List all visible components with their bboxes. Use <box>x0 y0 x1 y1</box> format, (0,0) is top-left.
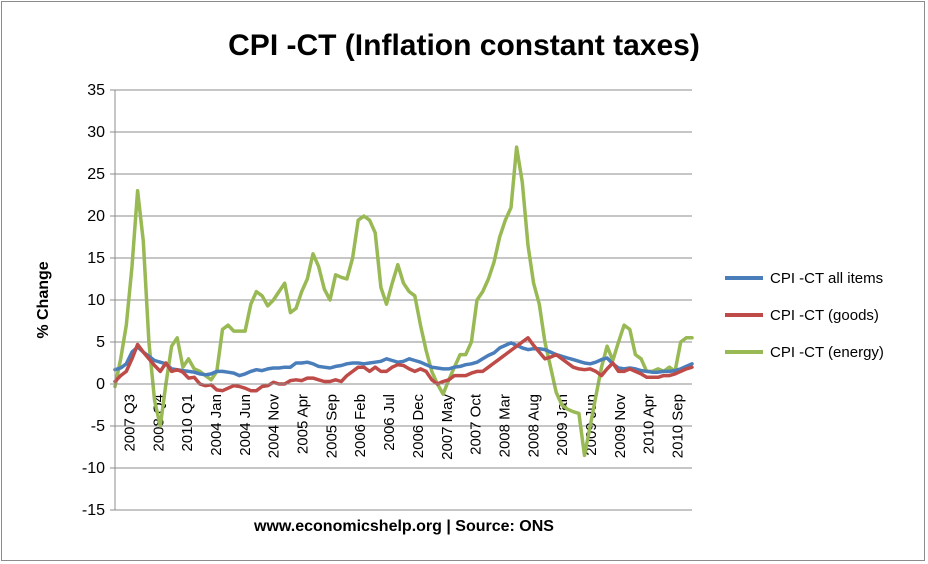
y-tick-label: 35 <box>87 82 105 99</box>
x-tick-label: 2007 Oct <box>468 393 485 455</box>
legend-label: CPI -CT all items <box>770 270 883 287</box>
y-tick-label: -10 <box>82 460 105 477</box>
y-tick-label: 0 <box>96 376 105 393</box>
y-tick-label: -5 <box>91 418 105 435</box>
x-axis-label: www.economicshelp.org | Source: ONS <box>253 518 554 535</box>
x-tick-label: 2006 Feb <box>352 394 369 457</box>
chart-title: CPI -CT (Inflation constant taxes) <box>228 29 700 62</box>
y-tick-label: 20 <box>87 208 105 225</box>
x-tick-label: 2004 Jan <box>208 394 225 456</box>
x-axis-ticks: 2007 Q3 2008 Q4 2010 Q1 2004 Jan 2004 Jun 200… <box>121 393 686 460</box>
y-tick-label: 25 <box>87 166 105 183</box>
legend-label: CPI -CT (goods) <box>770 307 879 324</box>
x-tick-label: 2007 Q3 <box>121 394 138 452</box>
y-axis-label: % Change <box>35 261 52 338</box>
series-lines <box>113 145 694 458</box>
x-tick-label: 2006 Dec <box>410 394 427 459</box>
series-line-1 <box>113 341 694 378</box>
x-tick-label: 2010 Apr <box>641 394 658 454</box>
x-tick-label: 2005 Sep <box>323 394 340 458</box>
y-tick-label: 15 <box>87 250 105 267</box>
x-tick-label: 2007 May <box>439 394 456 460</box>
y-axis-ticks: 35 30 25 20 15 10 5 0 -5 -10 -15 <box>82 82 115 519</box>
x-tick-label: 2009 Nov <box>612 394 629 459</box>
series-line-3 <box>113 145 694 458</box>
legend-label: CPI -CT (energy) <box>770 344 884 361</box>
gridlines <box>115 89 692 511</box>
x-tick-label: 2010 Sep <box>670 394 687 458</box>
series-line-2 <box>113 336 694 393</box>
x-tick-label: 2005 Apr <box>295 394 312 454</box>
y-tick-label: 30 <box>87 124 105 141</box>
x-tick-label: 2008 Mar <box>496 394 513 457</box>
x-tick-label: 2004 Jun <box>237 394 254 456</box>
y-tick-label: -15 <box>82 502 105 519</box>
x-tick-label: 2004 Nov <box>266 394 283 459</box>
y-tick-label: 5 <box>96 334 105 351</box>
x-tick-label: 2008 Aug <box>525 394 542 457</box>
x-tick-label: 2006 Jul <box>381 394 398 451</box>
legend: CPI -CT all items CPI -CT (goods) CPI -CT … <box>725 270 884 361</box>
y-tick-label: 10 <box>87 292 105 309</box>
x-tick-label: 2010 Q1 <box>179 394 196 452</box>
